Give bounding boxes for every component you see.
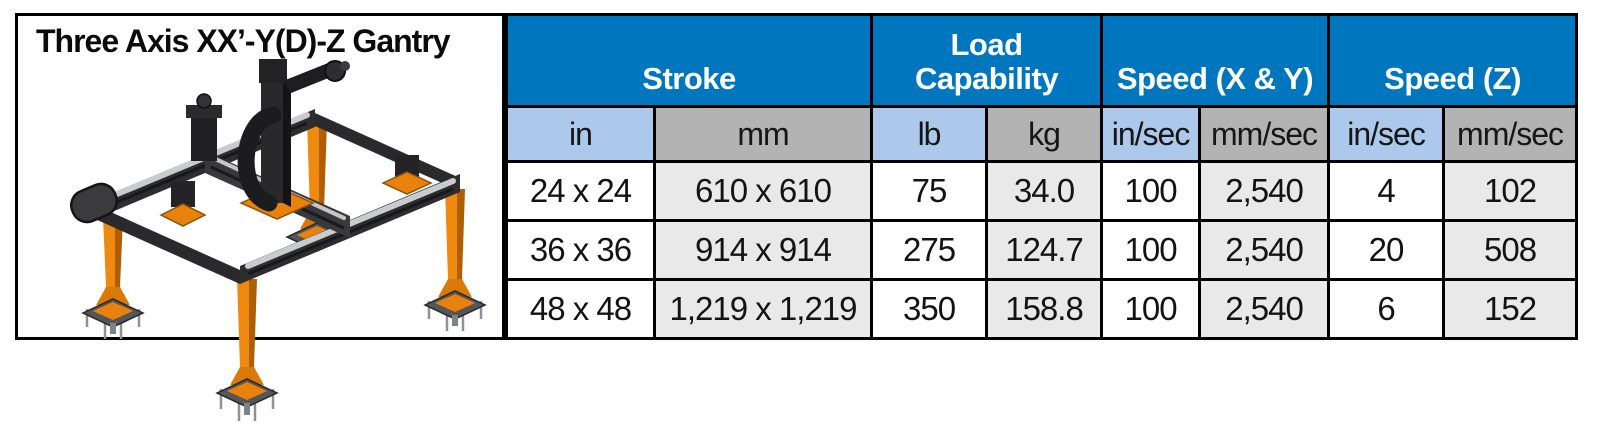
group-header-stroke: Stroke — [504, 13, 874, 108]
group-header-speed-z: Speed (Z) — [1327, 13, 1579, 108]
unit-header-insec-xy: in/sec — [1100, 105, 1202, 163]
spec-cell: 1,219 x 1,219 — [652, 278, 874, 340]
spec-cell: 2,540 — [1198, 219, 1331, 281]
spec-row-36x36: 36 x 36 914 x 914 275 124.7 100 2,540 20… — [505, 219, 1579, 281]
unit-header-insec-z: in/sec — [1327, 105, 1446, 163]
spec-cell: 508 — [1442, 219, 1579, 281]
unit-header-lb: lb — [870, 105, 989, 163]
spec-cell: 34.0 — [985, 160, 1104, 222]
spec-cell: 36 x 36 — [505, 219, 656, 281]
spec-cell: 20 — [1327, 219, 1446, 281]
spec-cell: 124.7 — [985, 219, 1104, 281]
group-header-load-capability: Load Capability — [870, 13, 1104, 108]
unit-header-mmsec-xy: mm/sec — [1198, 105, 1331, 163]
unit-header-mm: mm — [652, 105, 874, 163]
spec-cell: 100 — [1100, 160, 1202, 222]
spec-cell: 610 x 610 — [652, 160, 874, 222]
spec-cell: 6 — [1327, 278, 1446, 340]
unit-header-in: in — [505, 105, 656, 163]
unit-header-mmsec-z: mm/sec — [1442, 105, 1579, 163]
group-header-row: Stroke Load Capability Speed (X & Y) Spe… — [504, 13, 1579, 108]
spec-cell: 2,540 — [1198, 278, 1331, 340]
group-header-speed-xy: Speed (X & Y) — [1100, 13, 1331, 108]
spec-cell: 275 — [870, 219, 989, 281]
spec-cell: 24 x 24 — [505, 160, 656, 222]
spec-cell: 100 — [1100, 278, 1202, 340]
spec-cell: 4 — [1327, 160, 1446, 222]
unit-header-row: in mm lb kg in/sec mm/sec in/sec mm/sec — [505, 105, 1579, 163]
spec-cell: 100 — [1100, 219, 1202, 281]
spec-cell: 158.8 — [985, 278, 1104, 340]
spec-row-48x48: 48 x 48 1,219 x 1,219 350 158.8 100 2,54… — [505, 278, 1579, 340]
spec-cell: 152 — [1442, 278, 1579, 340]
spec-cell: 48 x 48 — [505, 278, 656, 340]
product-panel: Three Axis XX’-Y(D)-Z Gantry — [15, 13, 505, 340]
spec-cell: 350 — [870, 278, 989, 340]
spec-cell: 2,540 — [1198, 160, 1331, 222]
product-title: Three Axis XX’-Y(D)-Z Gantry — [36, 23, 451, 59]
unit-header-kg: kg — [985, 105, 1104, 163]
spec-cell: 75 — [870, 160, 989, 222]
spec-cell: 914 x 914 — [652, 219, 874, 281]
spec-cell: 102 — [1442, 160, 1579, 222]
spec-table: Stroke Load Capability Speed (X & Y) Spe… — [504, 13, 1579, 340]
spec-row-24x24: 24 x 24 610 x 610 75 34.0 100 2,540 4 10… — [505, 160, 1579, 222]
